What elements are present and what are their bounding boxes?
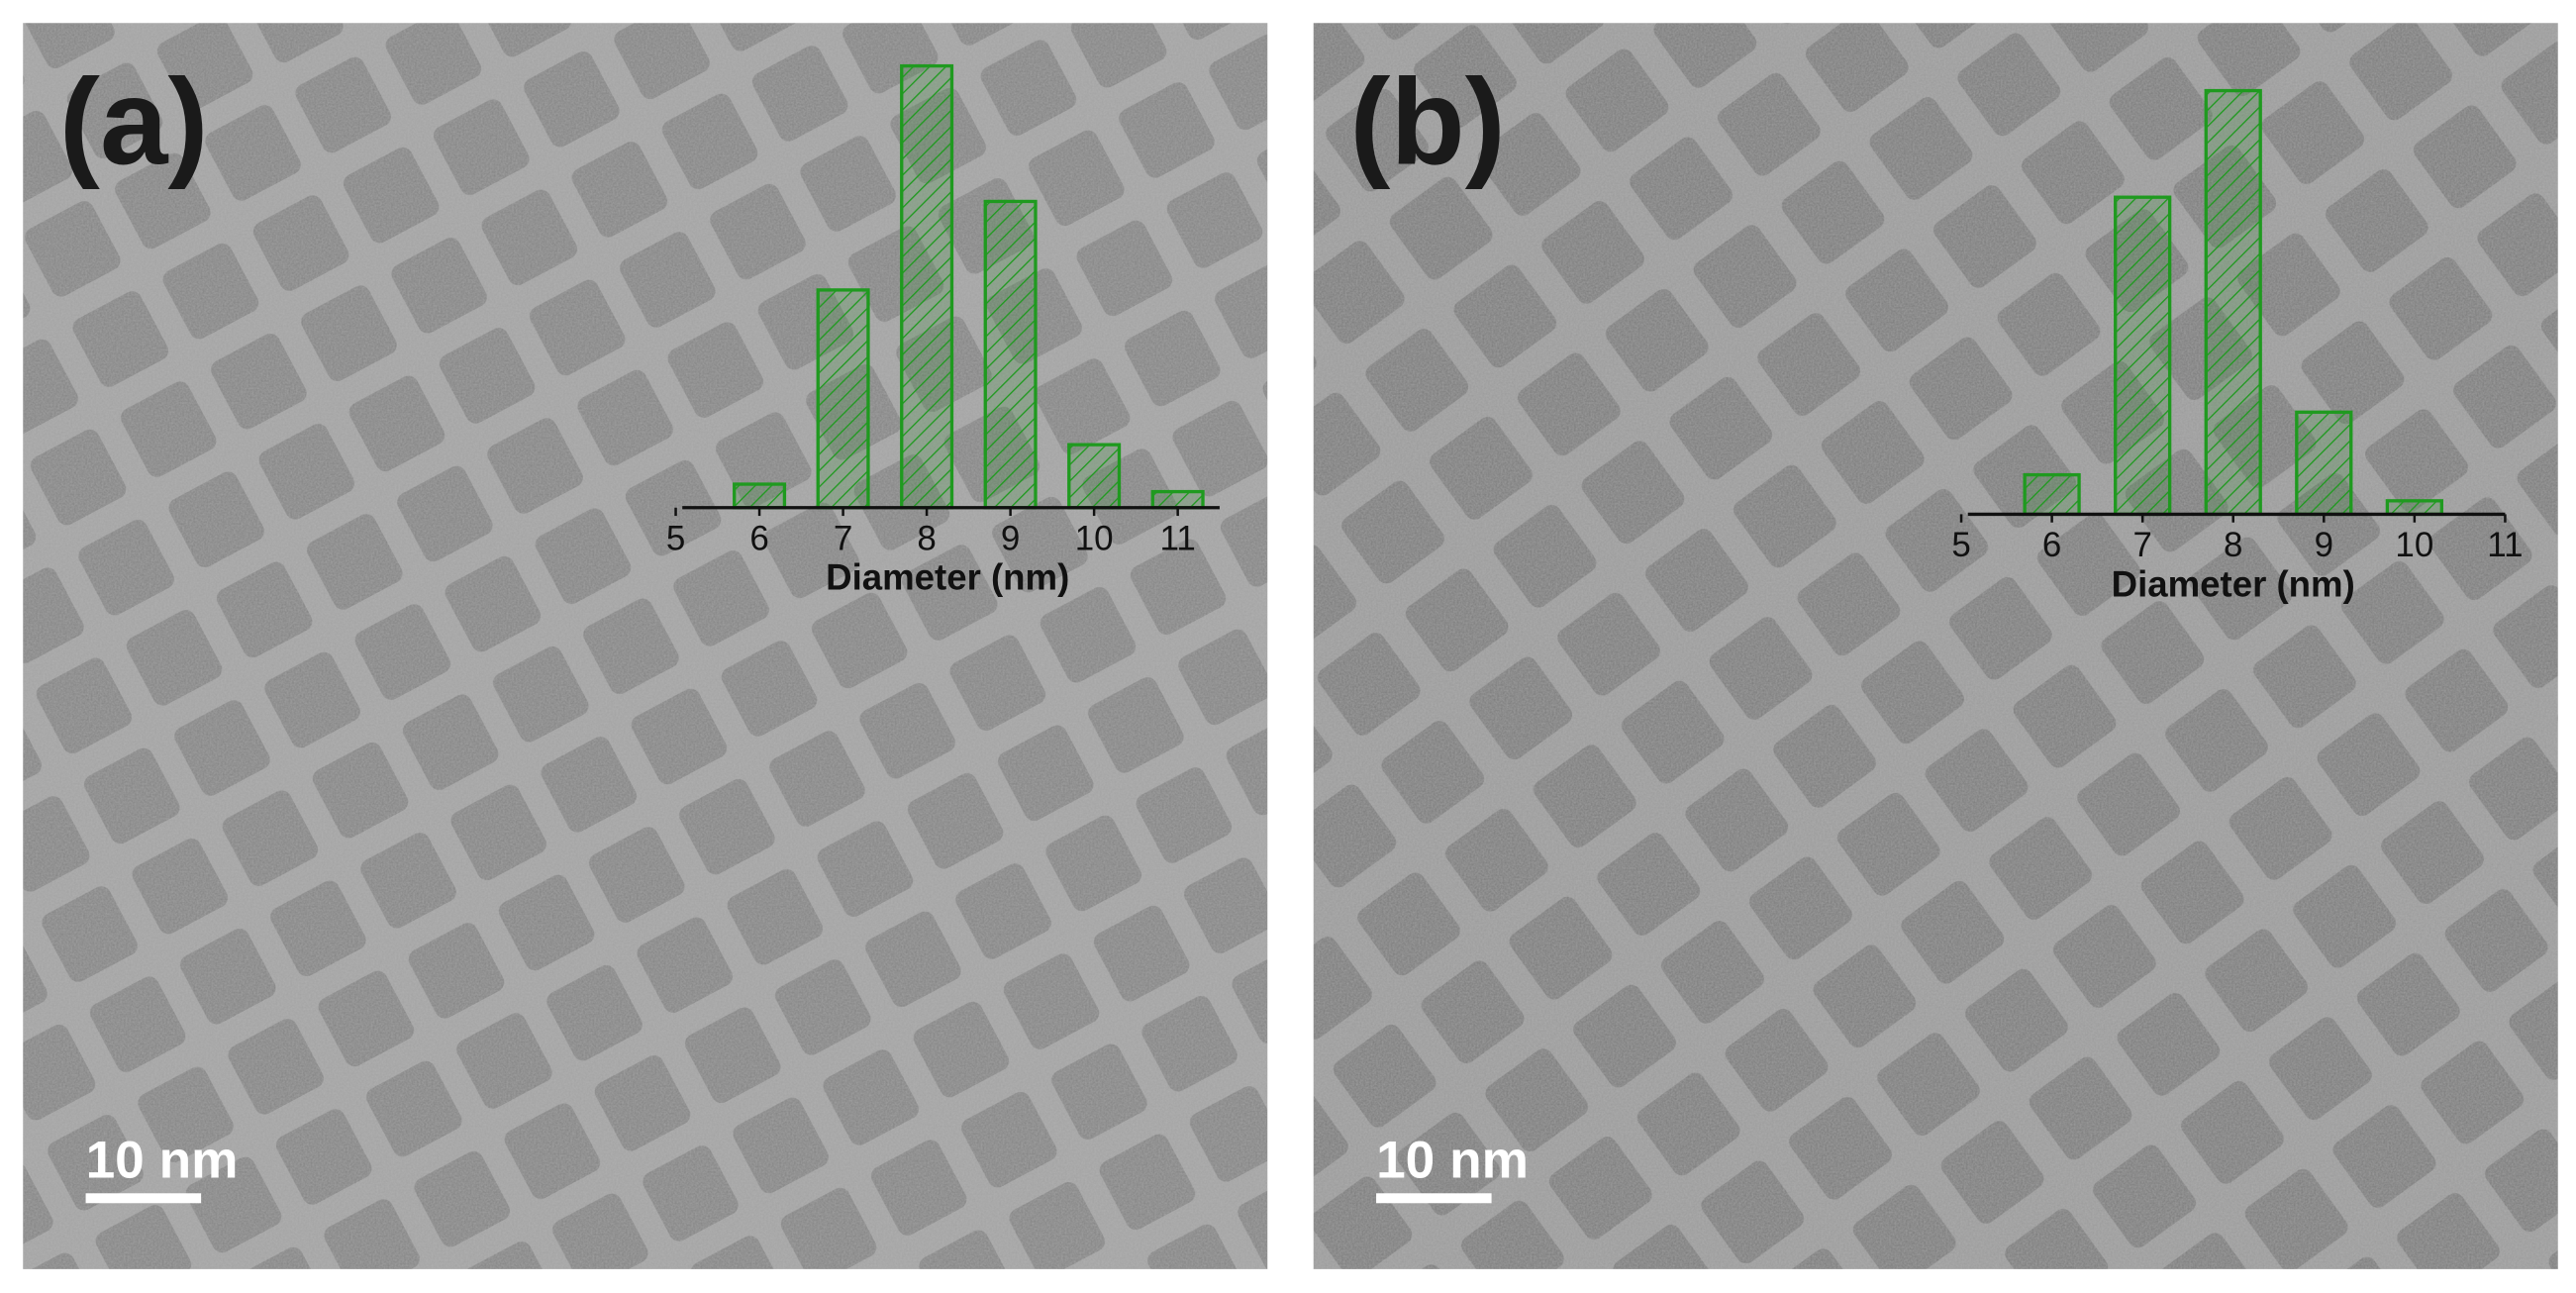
x-tick-label: 5 [1951,526,1970,564]
histogram-bar [1150,489,1205,510]
x-axis-title: Diameter (nm) [826,557,1069,598]
x-tick-label: 10 [2395,526,2433,564]
histogram-bar [983,199,1038,510]
x-tick-label: 5 [666,519,685,557]
panels: (a) 5 6 7 8 9 10 11 Diameter (nm) 10 nm (b) 5 6 7 8 9 10… [23,23,2558,1269]
panel: (b) 5 6 7 8 9 10 11 Diameter (nm) 10 nm [1313,23,2558,1269]
histogram-bar [2295,410,2353,517]
x-tick-label: 9 [2315,526,2333,564]
panel: (a) 5 6 7 8 9 10 11 Diameter (nm) 10 nm [23,23,1268,1269]
histogram-bar [2204,88,2262,517]
histogram-bar [1067,443,1122,510]
panel-label: (b) [1349,54,1505,191]
x-tick-label: 6 [749,519,768,557]
x-tick-label: 8 [2224,526,2242,564]
tem-grain [1313,23,2558,1269]
scale-bar-label: 10 nm [1376,1131,1529,1189]
x-tick-label: 8 [917,519,936,557]
x-tick-label: 10 [1075,519,1114,557]
histogram-bar [900,63,954,510]
histogram-bar [816,288,870,510]
histogram-bar [2023,472,2081,517]
x-tick-label: 7 [2132,526,2151,564]
x-tick-label: 7 [834,519,852,557]
x-tick-label: 11 [2487,526,2523,564]
histogram-bar [2385,499,2443,517]
histogram-bar [2114,195,2172,517]
histogram-bar [733,482,787,510]
x-tick-label: 6 [2042,526,2061,564]
x-axis-title: Diameter (nm) [2112,563,2355,604]
scale-bar [1376,1193,1492,1204]
x-tick-label: 11 [1160,519,1196,557]
scale-bar [85,1193,202,1204]
tem-grain [23,23,1268,1269]
scale-bar-label: 10 nm [86,1131,239,1189]
x-tick-label: 9 [1001,519,1020,557]
panel-label: (a) [59,54,209,191]
